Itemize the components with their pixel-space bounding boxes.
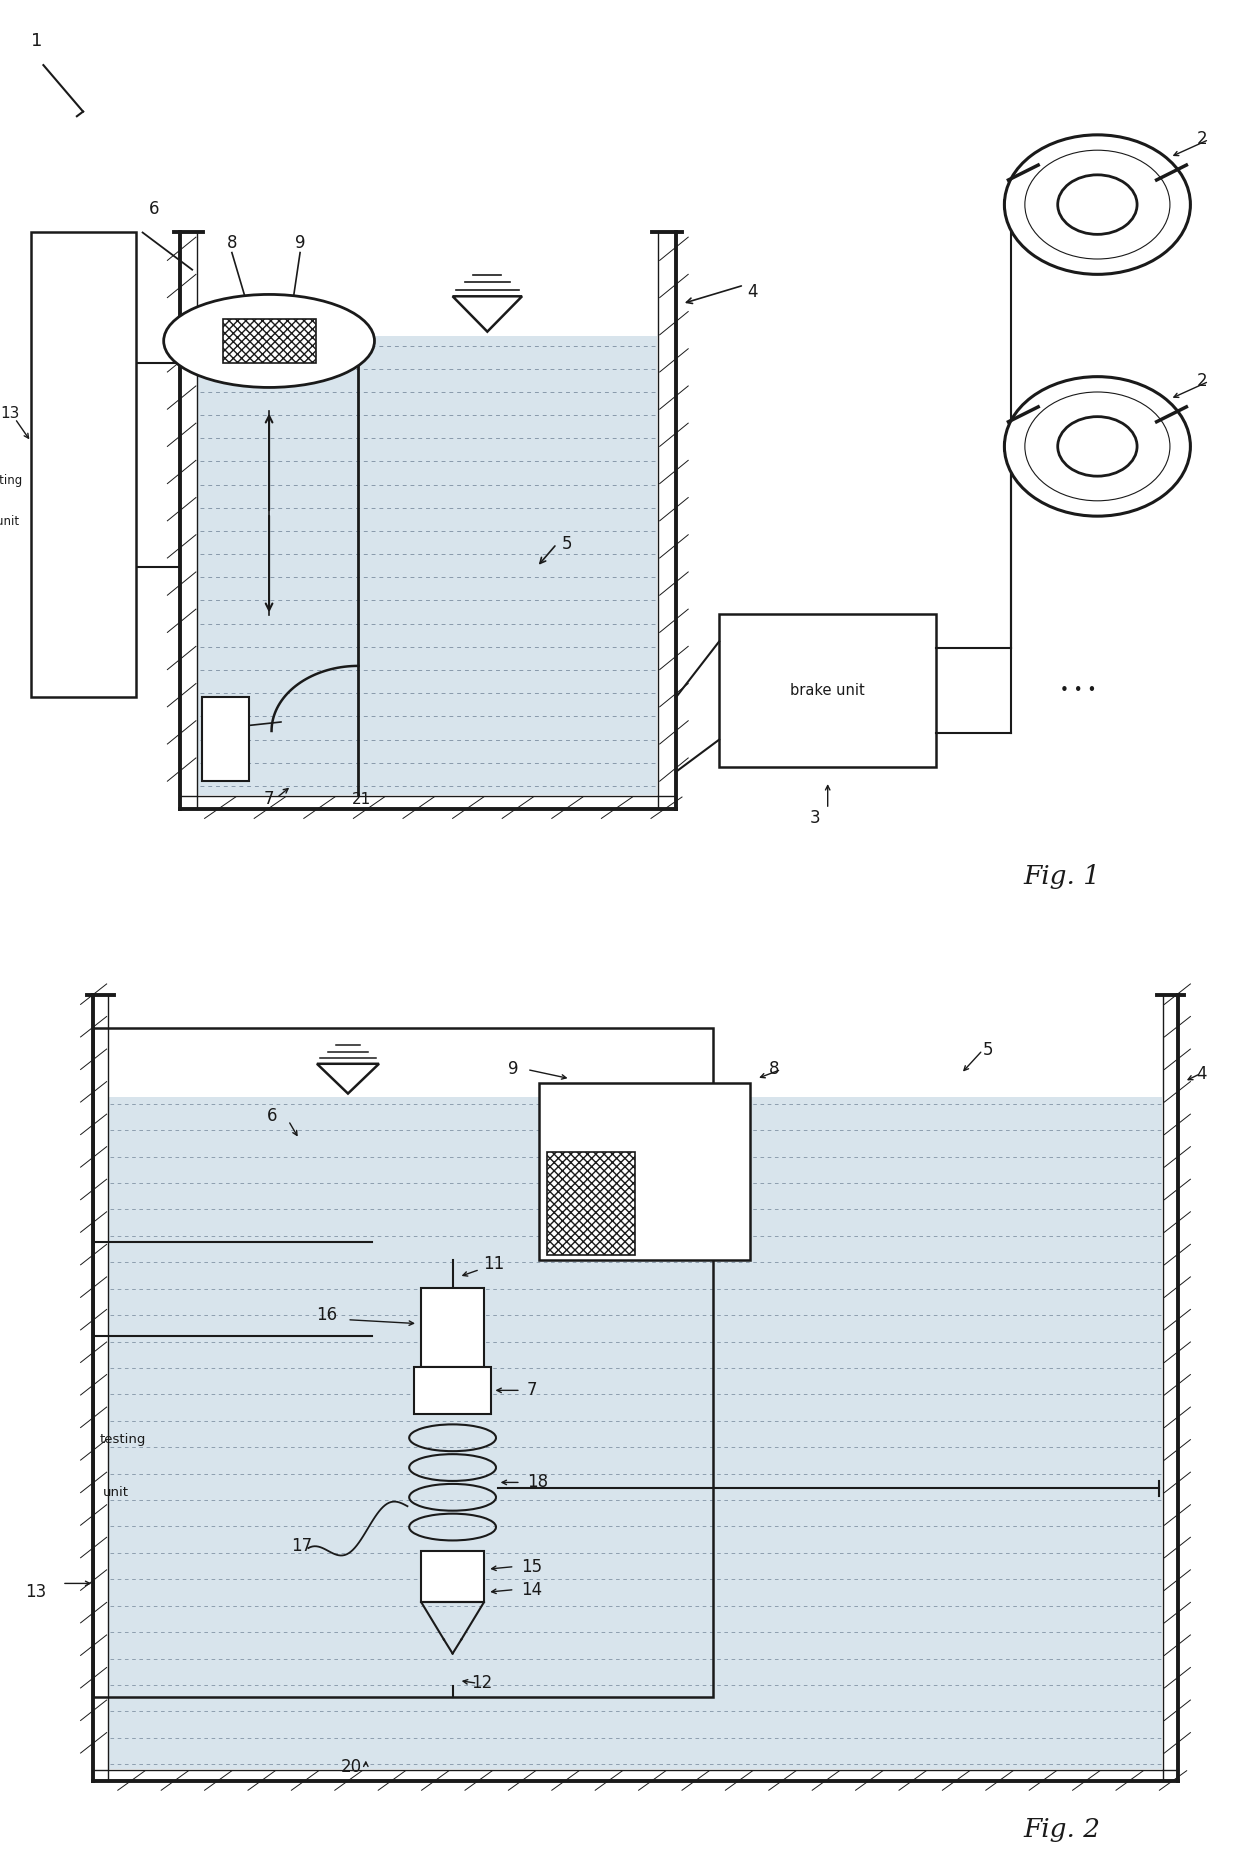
Text: 14: 14 (521, 1581, 542, 1598)
Bar (422, 1551, 484, 1601)
Polygon shape (317, 1064, 379, 1094)
Circle shape (1058, 175, 1137, 234)
Text: unit: unit (103, 1486, 129, 1499)
Bar (198, 337, 657, 796)
Text: 16: 16 (316, 1306, 337, 1324)
Text: 6: 6 (149, 199, 159, 218)
Bar (422, 1289, 484, 1367)
Text: 18: 18 (527, 1473, 548, 1492)
Text: 5: 5 (982, 1042, 993, 1058)
Polygon shape (453, 296, 522, 331)
Text: Fig. 1: Fig. 1 (1023, 863, 1100, 889)
Text: • • •: • • • (1060, 683, 1096, 698)
Text: 4: 4 (748, 283, 758, 301)
Ellipse shape (164, 294, 374, 387)
Bar (93, 1029, 713, 1696)
Text: unit: unit (0, 515, 20, 528)
Circle shape (1004, 136, 1190, 275)
Text: 8: 8 (769, 1060, 779, 1079)
Text: testing: testing (99, 1432, 145, 1445)
Bar (547, 1151, 635, 1256)
Text: 2: 2 (1197, 130, 1208, 149)
Text: 6: 6 (267, 1107, 277, 1125)
Text: 11: 11 (484, 1256, 505, 1274)
Bar (109, 1097, 1162, 1769)
Text: 13: 13 (0, 407, 20, 422)
Bar (1004, 201, 1048, 210)
Text: 13: 13 (25, 1583, 46, 1601)
Bar (222, 318, 315, 363)
Text: 12: 12 (471, 1674, 492, 1693)
Text: 21: 21 (352, 792, 372, 807)
Bar (1004, 443, 1048, 452)
Text: 2: 2 (1197, 372, 1208, 391)
Text: 17: 17 (291, 1536, 312, 1555)
Bar (202, 698, 249, 781)
Circle shape (1004, 376, 1190, 517)
Text: 3: 3 (810, 809, 821, 828)
Bar (31, 232, 136, 698)
Circle shape (1058, 417, 1137, 476)
Text: 7: 7 (264, 790, 274, 809)
Text: 15: 15 (521, 1557, 542, 1575)
Text: Fig. 2: Fig. 2 (1023, 1817, 1100, 1841)
Text: 5: 5 (562, 536, 572, 552)
Bar (414, 1367, 491, 1414)
Text: 7: 7 (527, 1382, 537, 1399)
Text: testing: testing (0, 474, 22, 487)
Bar (719, 614, 936, 768)
Text: 1: 1 (31, 32, 42, 50)
Text: brake unit: brake unit (790, 683, 866, 698)
Text: 4: 4 (1197, 1064, 1207, 1083)
Bar (539, 1083, 750, 1261)
Text: 9: 9 (508, 1060, 518, 1079)
Text: 8: 8 (227, 234, 237, 251)
Text: 20: 20 (341, 1758, 362, 1776)
Text: 9: 9 (295, 234, 305, 251)
